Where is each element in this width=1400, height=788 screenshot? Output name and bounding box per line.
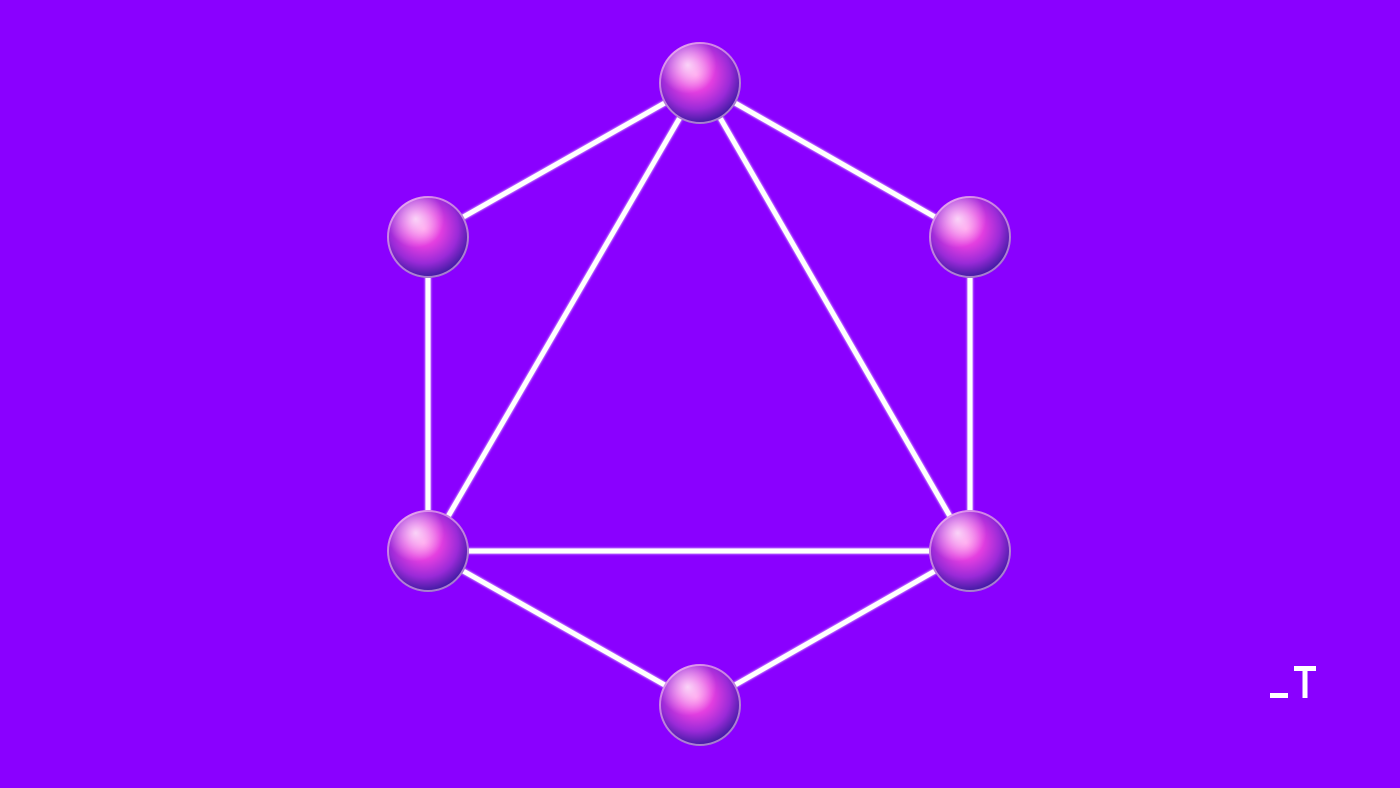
edge-top-to-lower-left (425, 80, 703, 554)
node-upper-right (929, 196, 1011, 278)
node-lower-left (387, 510, 469, 592)
edge-top-to-lower-right (697, 80, 973, 554)
edge-lower-left-to-bottom (425, 548, 703, 708)
edge-top-to-upper-left (425, 80, 703, 240)
edge-top-to-upper-right (697, 80, 973, 240)
node-upper-left (387, 196, 469, 278)
node-top (659, 42, 741, 124)
node-bottom (659, 664, 741, 746)
edge-lower-right-to-bottom (697, 548, 973, 708)
node-lower-right (929, 510, 1011, 592)
underscore-t-logo-icon (1270, 666, 1316, 698)
